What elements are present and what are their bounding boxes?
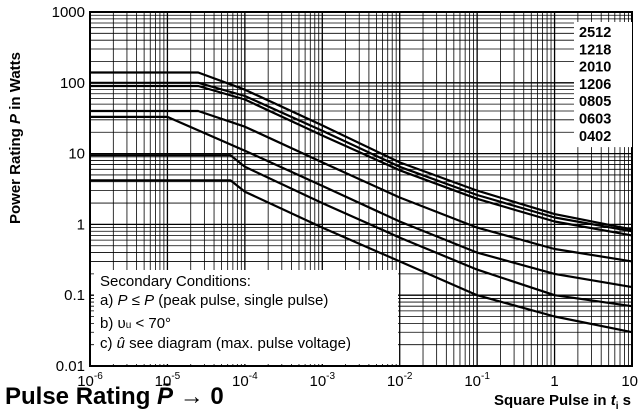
plot-frame (89, 11, 633, 367)
x-axis-label: Square Pulse in ti s (494, 392, 631, 412)
x-tick-label: 10-6 (77, 371, 103, 390)
legend-item: 0402 (579, 129, 611, 145)
y-tick-label: 1000 (52, 4, 85, 21)
x-tick-label: 10-3 (309, 371, 335, 390)
x-axis-label-subscript: i (615, 401, 619, 412)
condition-c: c) û see diagram (max. pulse voltage) (100, 335, 351, 352)
condition-b: b) υu < 70° (100, 315, 171, 332)
legend-item: 1206 (579, 77, 611, 93)
x-tick-label: 10-5 (155, 371, 181, 390)
x-tick-label: 10 (621, 373, 638, 390)
legend-item: 0805 (579, 94, 611, 110)
secondary-conditions-heading: Secondary Conditions: (100, 273, 251, 290)
secondary-conditions-background (94, 270, 398, 364)
series-line-6 (90, 154, 633, 308)
series-line-4 (90, 109, 633, 263)
chart-title-symbol: P̄ (157, 383, 174, 410)
chart-title: Pulse Rating P̄ → 0 (5, 383, 224, 411)
x-tick-labels: 10-6 10-5 10-4 10-3 10-2 10-1 1 10 (77, 371, 638, 390)
y-tick-label: 0.1 (64, 287, 85, 304)
series-line-1 (90, 71, 633, 231)
series-line-5 (90, 115, 633, 289)
x-axis-label-unit: s (622, 392, 631, 409)
y-axis-label: Power Rating P in Watts (7, 52, 24, 224)
x-tick-label: 10-2 (387, 371, 413, 390)
secondary-conditions-box: Secondary Conditions: a) P ≤ P (peak pul… (94, 270, 398, 364)
y-tick-label: 1 (77, 216, 85, 233)
condition-a: a) P ≤ P (peak pulse, single pulse) (100, 292, 328, 309)
y-tick-labels: 0.01 0.1 1 10 100 1000 (52, 4, 85, 375)
series-line-3 (90, 84, 633, 237)
x-tick-label: 1 (550, 373, 558, 390)
legend-item: 1218 (579, 42, 611, 58)
legend-item: 2010 (579, 60, 611, 76)
legend-item: 2512 (579, 25, 611, 41)
series-line-7 (90, 179, 633, 334)
x-tick-label: 10-4 (232, 371, 258, 390)
chart-title-suffix: → 0 (179, 383, 224, 410)
x-axis-label-symbol: t (610, 392, 616, 409)
series-group (90, 71, 633, 334)
x-tick-label: 10-1 (464, 371, 490, 390)
chart-title-text: Pulse Rating (5, 383, 151, 410)
y-tick-label: 10 (68, 146, 85, 163)
legend-item: 0603 (579, 112, 611, 128)
x-axis-label-text: Square Pulse in (493, 392, 607, 409)
y-tick-label: 0.01 (56, 358, 85, 375)
legend-background (574, 22, 632, 148)
series-line-2 (90, 81, 633, 233)
y-tick-label: 100 (60, 75, 85, 92)
